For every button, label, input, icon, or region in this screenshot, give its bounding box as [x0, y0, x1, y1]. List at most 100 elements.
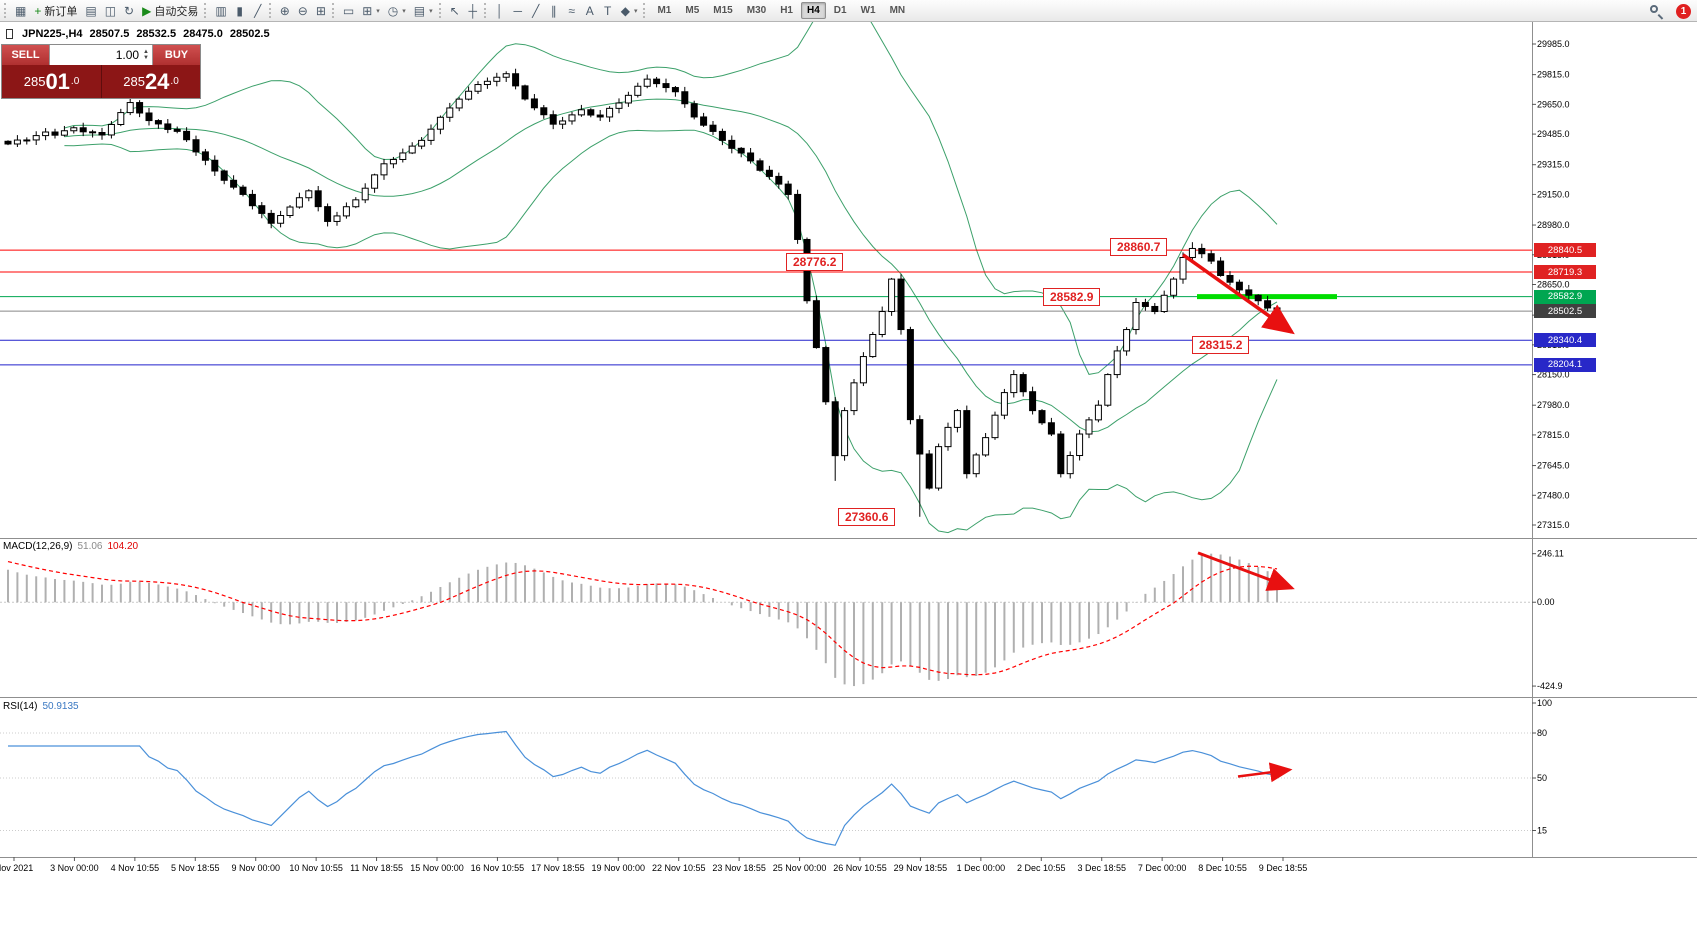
new-chart-button[interactable]: ⊞ ▾	[362, 3, 380, 18]
svg-text:29650.0: 29650.0	[1537, 99, 1570, 109]
timeframe-mn[interactable]: MN	[889, 5, 906, 16]
volume-up-button[interactable]: ▲	[143, 49, 149, 55]
bar-chart-icon[interactable]: ▥	[215, 3, 227, 18]
price-axis-tag: 28502.5	[1534, 304, 1596, 319]
price-axis-tag: 28582.9	[1534, 289, 1596, 304]
toolbar-right: 1	[1648, 3, 1691, 20]
symbol-name: JPN225-,H4	[22, 28, 83, 40]
sell-price[interactable]: 285 01.0	[2, 65, 101, 98]
ohlc-low: 28475.0	[183, 28, 223, 40]
sell-button[interactable]: SELL	[2, 45, 49, 65]
svg-text:27315.0: 27315.0	[1537, 520, 1570, 530]
zoom-out-icon[interactable]: ⊖	[297, 3, 308, 18]
label-icon[interactable]: T	[604, 3, 612, 18]
macd-histogram	[0, 553, 1532, 687]
price-annotation: 27360.6	[838, 507, 896, 526]
text-icon[interactable]: A	[585, 3, 594, 18]
timeframe-d1[interactable]: D1	[833, 5, 847, 16]
svg-text:29150.0: 29150.0	[1537, 189, 1570, 199]
period-selector-button[interactable]: ◷ ▾	[387, 3, 406, 18]
buy-button[interactable]: BUY	[153, 45, 200, 65]
svg-text:8 Dec 10:55: 8 Dec 10:55	[1198, 863, 1247, 873]
svg-text:29815.0: 29815.0	[1537, 70, 1570, 80]
price-axis-tag: 28719.3	[1534, 265, 1596, 280]
trend-arrows	[1181, 253, 1295, 783]
svg-text:Nov 2021: Nov 2021	[0, 863, 33, 873]
volume-field: ▲ ▼	[49, 45, 153, 65]
svg-text:0.00: 0.00	[1537, 597, 1555, 607]
price-axis-tag: 28840.5	[1534, 243, 1596, 258]
volume-down-button[interactable]: ▼	[143, 55, 149, 61]
price-axis-tag: 28204.1	[1534, 357, 1596, 372]
level-lines	[0, 249, 1532, 366]
new-order-button[interactable]: + 新订单	[34, 3, 78, 18]
auto-trading-button[interactable]: ▶ 自动交易	[142, 3, 199, 18]
charts-grid-icon[interactable]: ▤	[85, 3, 97, 18]
ohlc-close: 28502.5	[229, 28, 270, 40]
svg-text:25 Nov 00:00: 25 Nov 00:00	[773, 863, 827, 873]
trendline-icon[interactable]: ╱	[532, 3, 540, 18]
fibonacci-icon[interactable]: ≈	[568, 3, 576, 18]
svg-text:3 Dec 18:55: 3 Dec 18:55	[1077, 863, 1126, 873]
timeframe-h4[interactable]: H4	[800, 2, 826, 19]
svg-text:1 Dec 00:00: 1 Dec 00:00	[957, 863, 1006, 873]
profiles-icon[interactable]: ◫	[104, 3, 117, 18]
ohlc-high: 28532.5	[136, 28, 177, 40]
horizontal-line-icon[interactable]: ─	[513, 3, 522, 18]
svg-text:27645.0: 27645.0	[1537, 461, 1570, 471]
chart-canvas[interactable]: 29985.0 29815.0 29650.0 29485.0 29315.0 29150…	[0, 22, 1697, 940]
candlestick-series	[4, 68, 1281, 517]
rsi-line	[0, 730, 1532, 846]
toolbar: 1 ▦ + 新订单 ▤ ◫ ↻ ▶ 自动交易 ▥ ▮ ╱ ⊕ ⊖ ⊞ ▭ ⊞ ▾ ◷ ▾ ▤ ▾ ↖ ┼ │ ─ ╱ ∥ ≈ A T ◆ ▾ M…	[0, 0, 1697, 22]
cursor-icon[interactable]: ↖	[449, 3, 460, 18]
svg-text:10 Nov 10:55: 10 Nov 10:55	[289, 863, 343, 873]
buy-price[interactable]: 285 24.0	[101, 65, 200, 98]
template-selector-button[interactable]: ▤ ▾	[413, 3, 433, 18]
timeframe-m5[interactable]: M5	[685, 5, 700, 16]
vertical-line-icon[interactable]: │	[495, 3, 504, 18]
tile-windows-icon[interactable]: ⊞	[315, 3, 326, 18]
refresh-icon[interactable]: ↻	[124, 3, 135, 18]
timeframe-h1[interactable]: H1	[780, 5, 793, 16]
svg-text:26 Nov 10:55: 26 Nov 10:55	[833, 863, 887, 873]
channel-icon[interactable]: ∥	[550, 3, 557, 18]
symbol-ohlc-info: JPN225-,H4 28507.5 28532.5 28475.0 28502…	[6, 28, 270, 40]
svg-text:28980.0: 28980.0	[1537, 220, 1570, 230]
timeframe-w1[interactable]: W1	[860, 5, 876, 16]
svg-text:246.11: 246.11	[1537, 549, 1564, 559]
svg-text:15 Nov 00:00: 15 Nov 00:00	[410, 863, 464, 873]
terminal-icon[interactable]: ▦	[15, 3, 27, 18]
macd-indicator-label: MACD(12,26,9) 51.06 104.20	[3, 541, 139, 552]
timeframe-m1[interactable]: M1	[657, 5, 672, 16]
macd-signal-line	[7, 561, 1278, 676]
svg-text:2 Dec 10:55: 2 Dec 10:55	[1017, 863, 1066, 873]
svg-text:5 Nov 18:55: 5 Nov 18:55	[171, 863, 220, 873]
svg-text:9 Nov 00:00: 9 Nov 00:00	[231, 863, 280, 873]
price-annotation: 28776.2	[786, 252, 844, 271]
svg-text:22 Nov 10:55: 22 Nov 10:55	[652, 863, 706, 873]
svg-text:7 Dec 00:00: 7 Dec 00:00	[1138, 863, 1187, 873]
zoom-in-icon[interactable]: ⊕	[279, 3, 290, 18]
shapes-button[interactable]: ◆ ▾	[620, 3, 638, 18]
search-icon[interactable]	[1648, 3, 1664, 20]
svg-text:27815.0: 27815.0	[1537, 430, 1570, 440]
svg-text:-424.9: -424.9	[1537, 681, 1563, 691]
timeframe-m30[interactable]: M30	[746, 5, 767, 16]
svg-text:27480.0: 27480.0	[1537, 490, 1570, 500]
data-window-icon[interactable]: ▭	[342, 3, 355, 18]
price-annotation: 28582.9	[1043, 287, 1101, 306]
svg-text:15: 15	[1537, 826, 1547, 836]
svg-text:29485.0: 29485.0	[1537, 129, 1570, 139]
volume-stepper: ▲ ▼	[141, 49, 151, 61]
time-axis: Nov 2021 3 Nov 00:00 4 Nov 10:55 5 Nov 18:5…	[0, 857, 1307, 873]
svg-text:19 Nov 00:00: 19 Nov 00:00	[592, 863, 646, 873]
line-chart-icon[interactable]: ╱	[254, 3, 262, 18]
timeframe-m15[interactable]: M15	[713, 5, 733, 16]
notifications-badge[interactable]: 1	[1676, 3, 1691, 19]
rsi-indicator-label: RSI(14) 50.9135	[3, 701, 79, 712]
crosshair-icon[interactable]: ┼	[468, 3, 477, 18]
svg-text:29315.0: 29315.0	[1537, 160, 1570, 170]
volume-input[interactable]	[51, 47, 142, 63]
candlestick-chart-icon[interactable]: ▮	[236, 3, 243, 18]
